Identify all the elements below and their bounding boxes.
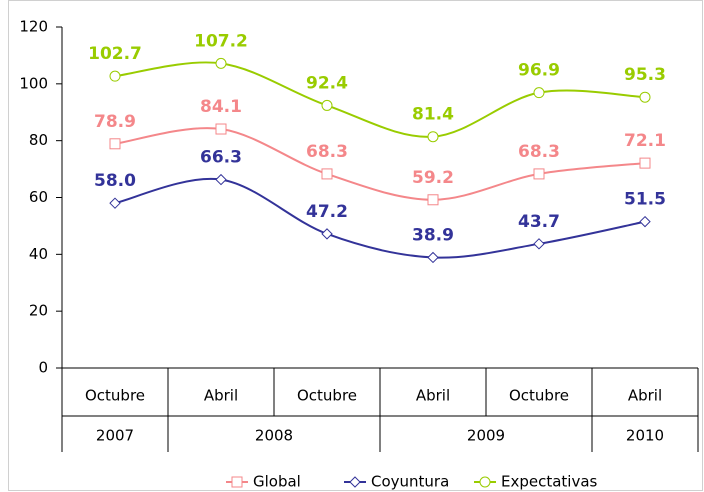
value-label: 84.1	[200, 97, 242, 117]
legend-label: Global	[253, 473, 301, 491]
value-label: 59.2	[412, 168, 454, 188]
value-label: 47.2	[306, 202, 348, 222]
point	[109, 138, 121, 150]
value-label: 72.1	[624, 131, 666, 151]
group-label: 2008	[255, 427, 293, 445]
x-tick-label: Octubre	[85, 387, 145, 405]
point	[533, 238, 545, 250]
group-label: 2009	[467, 427, 505, 445]
value-label: 96.9	[518, 61, 560, 81]
line	[114, 177, 646, 259]
point	[427, 131, 439, 143]
legend-label: Expectativas	[501, 473, 598, 491]
x-tick-label: Abril	[204, 387, 238, 405]
point	[639, 215, 651, 228]
y-tick-label: 20	[29, 302, 48, 320]
point	[639, 157, 651, 169]
y-tick-label: 80	[29, 131, 48, 149]
value-label: 66.3	[200, 148, 242, 168]
value-label: 95.3	[624, 65, 666, 85]
line	[114, 61, 646, 138]
point	[215, 57, 227, 69]
value-label: 68.3	[518, 142, 560, 162]
value-label: 78.9	[94, 112, 136, 132]
value-label: 43.7	[518, 212, 560, 232]
value-label: 107.2	[194, 31, 248, 51]
y-tick-label: 0	[38, 359, 48, 377]
y-tick-label: 60	[29, 188, 48, 206]
legend-marker	[349, 476, 361, 488]
point	[215, 173, 227, 186]
point	[109, 197, 121, 209]
y-tick-label: 120	[19, 18, 48, 36]
y-tick-label: 40	[29, 245, 48, 263]
value-label: 102.7	[88, 44, 142, 64]
chart-frame	[8, 0, 703, 491]
point	[533, 168, 545, 180]
value-label: 58.0	[94, 171, 136, 191]
point	[427, 251, 439, 264]
point	[321, 228, 333, 240]
group-label: 2010	[626, 427, 664, 445]
x-tick-label: Abril	[628, 387, 662, 405]
legend-label: Coyuntura	[371, 473, 449, 491]
x-tick-label: Octubre	[297, 387, 357, 405]
point	[321, 99, 333, 111]
legend-marker	[479, 476, 491, 488]
point	[533, 87, 545, 99]
value-label: 68.3	[306, 142, 348, 162]
point	[321, 168, 333, 180]
group-label: 2007	[96, 427, 134, 445]
point	[109, 70, 121, 82]
value-label: 81.4	[412, 105, 454, 125]
value-label: 51.5	[624, 190, 666, 210]
point	[427, 194, 439, 206]
point	[215, 123, 227, 135]
x-tick-label: Octubre	[509, 387, 569, 405]
value-label: 92.4	[306, 73, 348, 93]
point	[639, 91, 651, 103]
legend-marker	[231, 476, 243, 488]
value-label: 38.9	[412, 225, 454, 245]
line	[114, 127, 646, 201]
y-tick-label: 100	[19, 74, 48, 92]
x-tick-label: Abril	[416, 387, 450, 405]
